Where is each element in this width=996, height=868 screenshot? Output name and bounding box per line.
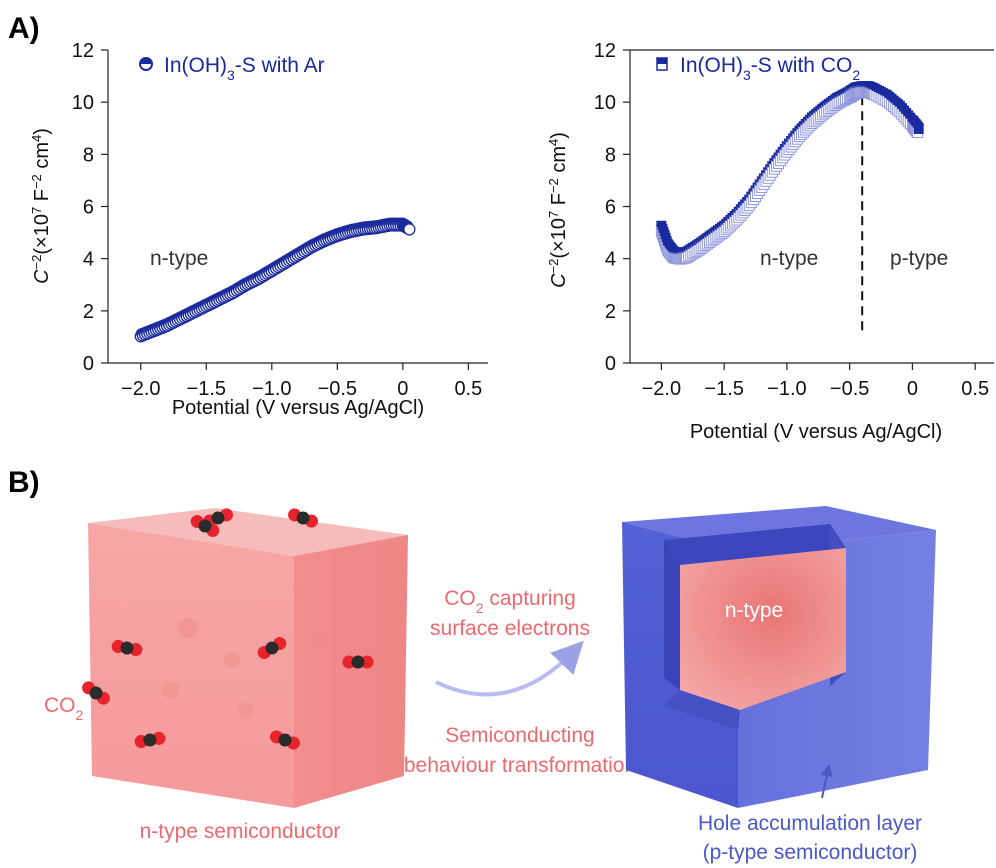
- x-tick-label: −1.0: [252, 378, 291, 400]
- co2-molecule: [257, 637, 287, 659]
- p-type-cube: [622, 506, 936, 808]
- data-point: [656, 220, 667, 227]
- data-point: [403, 223, 416, 236]
- x-tick-label: −1.5: [187, 378, 226, 400]
- n-cube-side-face: [294, 535, 408, 808]
- chart-co2-x-label: Potential (V versus Ag/AgCl): [690, 421, 942, 443]
- x-tick-label: 0: [397, 378, 408, 400]
- x-tick-label: −0.5: [830, 378, 869, 400]
- co2-molecule: [134, 731, 166, 749]
- co2-molecule: [190, 515, 220, 537]
- data-point: [660, 232, 671, 239]
- y-tick-label: 0: [83, 353, 94, 375]
- chart-co2: −2.0 −1.5 −1.0 −0.5 0 0.5 0 2 4 6 8 10 12 In(OH)3-S …: [546, 40, 994, 443]
- y-tick-label: 10: [594, 92, 616, 114]
- data-point: [658, 226, 669, 233]
- y-tick-label: 0: [605, 353, 616, 375]
- co2-molecule: [111, 639, 143, 657]
- x-tick-label: −2.0: [642, 378, 681, 400]
- y-tick-label: 8: [83, 144, 94, 166]
- chart-co2-y-label: C−2(×107 F−2 cm4): [546, 132, 571, 288]
- chart-co2-legend-marker-fill: [657, 58, 667, 64]
- y-tick-label: 12: [72, 40, 94, 62]
- p-type-semiconductor-label: (p-type semiconductor): [703, 841, 918, 864]
- behaviour-transformation-text: behaviour transformation: [404, 754, 636, 777]
- n-cube-top-face: [88, 508, 408, 556]
- surface-electrons-text: surface electrons: [430, 617, 590, 640]
- data-point: [659, 229, 670, 236]
- y-tick-label: 8: [605, 144, 616, 166]
- co2-molecule: [270, 730, 300, 750]
- y-tick-label: 4: [605, 249, 616, 271]
- hole-layer-pointer: [820, 764, 833, 799]
- inner-n-type-core: [680, 548, 846, 710]
- x-tick-label: 0.5: [454, 378, 482, 400]
- x-tick-label: −1.0: [767, 378, 806, 400]
- data-point: [657, 223, 668, 230]
- y-tick-label: 12: [594, 40, 616, 62]
- chart-ar: −2.0 −1.5 −1.0 −0.5 0 0.5 0 2 4 6 8 10 12 In(OH)3-S …: [29, 40, 488, 419]
- n-cube-front-face: [88, 523, 294, 808]
- data-point: [913, 122, 924, 134]
- x-tick-label: −0.5: [318, 378, 357, 400]
- chart-co2-annotation-ptype: p-type: [890, 247, 948, 270]
- chart-ar-annotation-ntype: n-type: [150, 247, 208, 270]
- co2-molecule: [288, 508, 318, 528]
- panel-a-label: A): [8, 12, 40, 45]
- chart-co2-legend: In(OH)3-S with CO2: [680, 54, 860, 83]
- co2-capturing-text: CO2 capturing: [444, 587, 576, 616]
- x-tick-label: −1.5: [704, 378, 743, 400]
- y-tick-label: 2: [605, 301, 616, 323]
- data-point: [661, 235, 672, 242]
- semiconducting-text: Semiconducting: [445, 724, 594, 747]
- panel-b-label: B): [8, 466, 40, 499]
- co2-molecule: [342, 655, 374, 669]
- chart-ar-legend: In(OH)3-S with Ar: [164, 54, 325, 83]
- inner-n-type-label: n-type: [725, 599, 783, 622]
- y-tick-label: 10: [72, 92, 94, 114]
- co2-label: CO2: [44, 694, 84, 723]
- chart-ar-x-label: Potential (V versus Ag/AgCl): [172, 397, 424, 419]
- x-tick-label: 0.5: [961, 378, 989, 400]
- co2-molecules: [82, 508, 374, 750]
- y-tick-label: 2: [83, 301, 94, 323]
- co2-molecule: [82, 681, 110, 705]
- n-type-semiconductor-label: n-type semiconductor: [140, 820, 341, 843]
- transformation-arrow: [435, 640, 584, 697]
- y-tick-label: 6: [83, 197, 94, 219]
- chart-ar-y-label: C−2(×107 F−2 cm4): [29, 128, 54, 284]
- hole-accumulation-label: Hole accumulation layer: [698, 812, 922, 835]
- y-tick-label: 6: [605, 197, 616, 219]
- x-tick-label: −2.0: [121, 378, 160, 400]
- chart-ar-legend-marker-fill: [140, 58, 152, 64]
- chart-co2-annotation-ntype: n-type: [760, 247, 818, 270]
- y-tick-label: 4: [83, 249, 94, 271]
- x-tick-label: 0: [907, 378, 918, 400]
